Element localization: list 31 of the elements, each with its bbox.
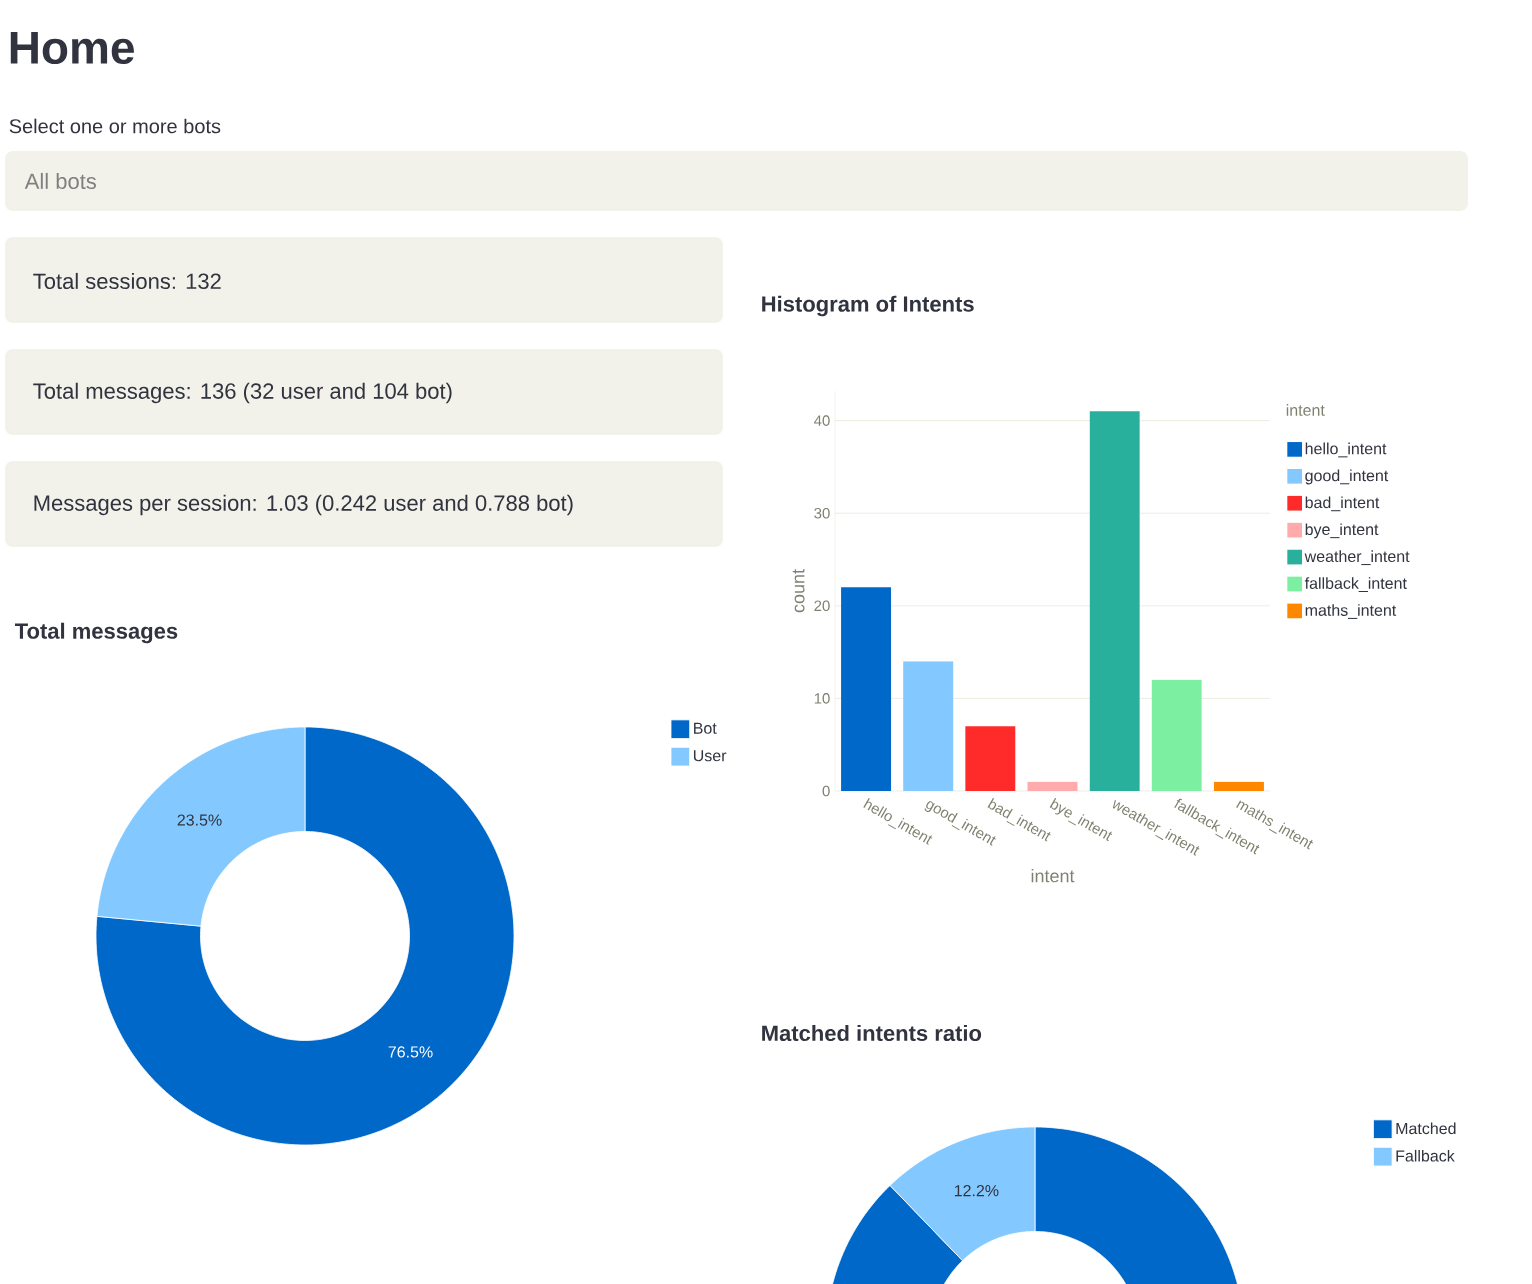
chart-title: Total messages: [14, 622, 178, 644]
text: Home: [10, 31, 134, 65]
legend-label: maths_intent: [1305, 604, 1397, 619]
text: Select one or more bots: [9, 118, 221, 134]
y-tick-label: 30: [814, 507, 830, 519]
text: Total sessions: 132: [33, 272, 221, 290]
data-label: 12.2%: [954, 1184, 999, 1197]
chart-title: Histogram of Intents: [762, 295, 974, 317]
legend-label: good_intent: [1305, 469, 1389, 485]
legend-label: bye_intent: [1305, 523, 1379, 539]
x-axis-title: intent: [1031, 869, 1075, 883]
y-tick-label: 0: [822, 785, 830, 797]
legend-label: hello_intent: [1305, 442, 1387, 458]
legend-label: weather_intent: [1304, 550, 1410, 566]
y-axis-title: count: [792, 569, 805, 613]
y-tick-label: 40: [814, 415, 830, 426]
legend-label: Fallback: [1396, 1149, 1455, 1162]
y-tick-label: 10: [814, 693, 830, 704]
text: Total messages: 136 (32 user and 104 bot): [33, 382, 452, 404]
data-label: 76.5%: [388, 1046, 433, 1058]
legend-label: User: [693, 750, 727, 762]
chart-title: Matched intents ratio: [762, 1024, 982, 1042]
legend-label: bad_intent: [1305, 496, 1380, 512]
legend-title: intent: [1286, 404, 1325, 416]
text: Messages per session: 1.03 (0.242 user and 0.788 bot): [34, 494, 573, 516]
y-tick-label: 20: [814, 600, 830, 612]
legend-label: Matched: [1396, 1122, 1456, 1135]
legend-label: fallback_intent: [1304, 577, 1407, 592]
data-label: 23.5%: [177, 814, 222, 826]
text: All bots: [24, 172, 97, 190]
legend-label: Bot: [694, 722, 717, 734]
